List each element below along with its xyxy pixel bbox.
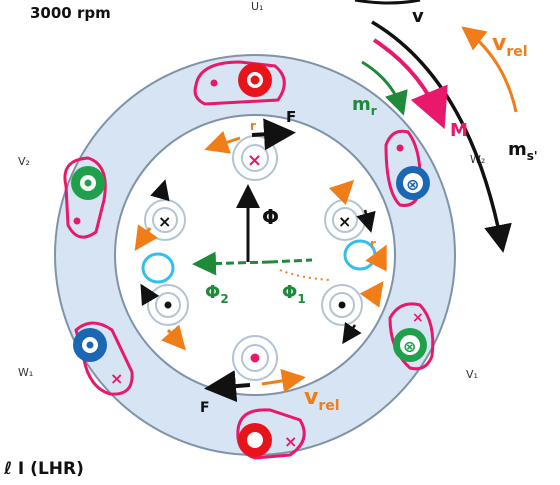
label-u1: U₁ — [251, 0, 263, 13]
speed-note: 3000 rpm — [30, 4, 111, 22]
conductor-v2-center — [84, 179, 92, 187]
label-force-top: F — [286, 108, 296, 126]
cyan-slot-left — [141, 252, 175, 284]
arrow-ll-black — [140, 283, 160, 306]
label-v-rel-top-sub: rel — [506, 44, 527, 60]
label-v1: V₁ — [466, 368, 478, 381]
orange-arrow-top — [204, 130, 241, 154]
pink-dot-left — [73, 217, 81, 225]
label-v: v — [412, 6, 424, 27]
conductor-v1-core — [400, 335, 420, 355]
orange-arrow-bottom — [261, 368, 306, 393]
label-phi-main: Φ — [262, 205, 279, 229]
label-m-r-main: m — [352, 94, 371, 115]
orange-tick-top: r — [250, 119, 256, 133]
torque-arrow-pink — [372, 38, 448, 130]
arrow-ur-black — [356, 209, 376, 233]
conductor-w2-core — [403, 173, 423, 193]
label-m-r-sub: r — [371, 104, 377, 118]
rotor-slot-upper-left-inner — [152, 207, 178, 233]
force-arrow-top — [251, 118, 296, 151]
label-m-s-sub: s' — [527, 149, 538, 163]
conductor-v1-cross: ⊗ — [403, 337, 416, 356]
rotor-cross-top: × — [247, 150, 262, 171]
rotor-slot-bottom-inner — [241, 344, 269, 372]
label-phi-1: Φ1 — [282, 282, 306, 306]
label-v-rel-bottom-sub: rel — [318, 398, 339, 414]
flux-arrow-2 — [192, 251, 271, 276]
rotor-cross-upper-left: × — [158, 212, 171, 231]
arrow-ul-orange — [134, 224, 158, 251]
arrow-lr-orange — [359, 281, 384, 308]
label-v-rel-bottom-main: v — [304, 385, 319, 410]
pink-cross-lower-left: × — [110, 369, 123, 388]
label-m-s-main: m — [508, 139, 527, 160]
arrow-ur-orange — [328, 179, 355, 206]
rotor-cross-upper-right: × — [338, 212, 351, 231]
orange-tick-right: r — [370, 237, 376, 251]
pink-loop-left — [63, 156, 107, 239]
bottom-note: ℓ I (LHR) — [3, 459, 84, 479]
label-phi-1-sub: 1 — [297, 292, 305, 306]
rotor — [117, 117, 393, 393]
label-v-rel-top-main: v — [492, 31, 507, 56]
arrow-lr-black — [342, 321, 362, 345]
label-phi-2-sub: 2 — [220, 292, 228, 306]
label-v2: V₂ — [18, 155, 30, 168]
rotor-dot-bottom — [250, 353, 260, 363]
pink-dot-top — [210, 79, 218, 87]
label-m-big: M — [450, 120, 468, 141]
conductor-u2-core — [247, 432, 263, 448]
pink-cross-lower-right: × — [412, 310, 424, 326]
arrow-ul-black — [150, 179, 170, 202]
rotor-dot-lower-left — [164, 301, 172, 309]
label-v-rel-bottom: vrel — [304, 385, 340, 414]
rel-speed-arrow-orange — [461, 26, 518, 113]
label-w1: W₁ — [18, 366, 33, 379]
pink-loop-lower-left — [74, 321, 134, 396]
rotor-slot-top-inner — [241, 144, 269, 172]
pink-loop-top — [193, 60, 286, 106]
arrow-ll-orange — [161, 324, 186, 351]
flux-arrow-1 — [269, 258, 313, 264]
label-phi-2-main: Φ — [205, 282, 220, 303]
label-m-s: ms' — [508, 139, 538, 163]
label-m-r: mr — [352, 94, 377, 118]
rotor-moment-arrow-green — [361, 60, 408, 116]
rotor-dot-lower-right — [338, 301, 346, 309]
rotor-slot-lower-right-inner — [329, 292, 355, 318]
label-v-rel-top: vrel — [492, 31, 528, 60]
label-phi-1-main: Φ — [282, 282, 297, 303]
top-arc — [354, 0, 421, 5]
label-force-bottom: F — [200, 400, 210, 416]
speed-arrow-black — [371, 20, 512, 253]
pink-dot-right — [396, 144, 404, 152]
label-phi-2: Φ2 — [205, 282, 229, 306]
conductor-w1-center — [86, 341, 94, 349]
arrow-r-orange — [365, 244, 387, 272]
conductor-w2-cross: ⊗ — [406, 175, 419, 194]
conductor-u1-center — [250, 75, 260, 85]
pink-cross-bottom: × — [284, 432, 297, 451]
rotor-slot-bottom — [232, 335, 278, 381]
force-arrow-bottom — [204, 370, 251, 403]
